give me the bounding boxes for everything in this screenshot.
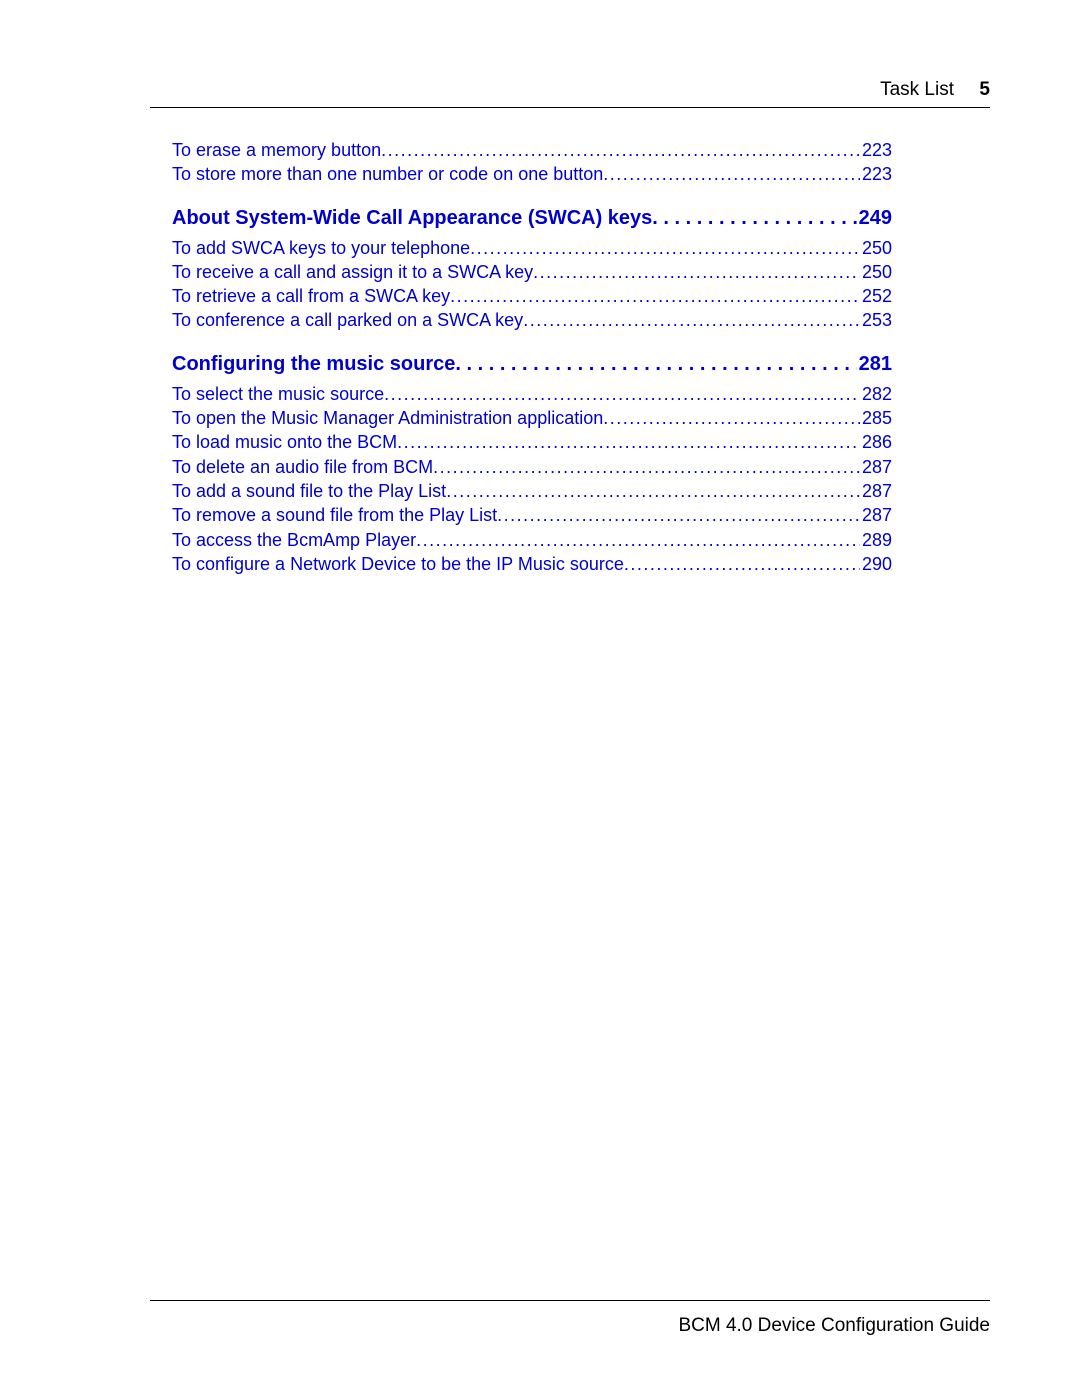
toc-entry-title: To add a sound file to the Play List [172, 479, 446, 503]
toc-leader-dots [384, 382, 860, 406]
toc-entry-title: To select the music source [172, 382, 384, 406]
toc-entry-title: To remove a sound file from the Play Lis… [172, 503, 497, 527]
toc-entry-title: To access the BcmAmp Player [172, 528, 416, 552]
toc-entry-title: To delete an audio file from BCM [172, 455, 433, 479]
toc-leader-dots [523, 308, 860, 332]
toc-entry[interactable]: To add SWCA keys to your telephone 250 [172, 236, 892, 260]
toc-entry-page: 287 [860, 455, 892, 479]
toc-entry-page: 253 [860, 308, 892, 332]
toc-leader-dots [652, 205, 856, 232]
toc-entry-title: To load music onto the BCM [172, 430, 397, 454]
toc-entry[interactable]: To receive a call and assign it to a SWC… [172, 260, 892, 284]
toc-leader-dots [455, 351, 856, 378]
toc-leader-dots [497, 503, 860, 527]
toc-entry[interactable]: To delete an audio file from BCM 287 [172, 455, 892, 479]
toc-entry-title: To configure a Network Device to be the … [172, 552, 624, 576]
toc-entry-page: 286 [860, 430, 892, 454]
toc-entry-title: To retrieve a call from a SWCA key [172, 284, 450, 308]
toc-entry[interactable]: To erase a memory button 223 [172, 138, 892, 162]
toc-entry-page: 252 [860, 284, 892, 308]
toc-entry[interactable]: To configure a Network Device to be the … [172, 552, 892, 576]
toc-entry-page: 285 [860, 406, 892, 430]
page-footer: BCM 4.0 Device Configuration Guide [150, 1300, 990, 1337]
toc-leader-dots [603, 162, 860, 186]
toc-entry-title: To store more than one number or code on… [172, 162, 603, 186]
toc-leader-dots [416, 528, 860, 552]
toc-entry[interactable]: To store more than one number or code on… [172, 162, 892, 186]
toc-entry-page: 282 [860, 382, 892, 406]
toc-entry-page: 249 [857, 205, 892, 232]
toc-leader-dots [603, 406, 860, 430]
toc-entry-title: To erase a memory button [172, 138, 381, 162]
toc-entry[interactable]: To access the BcmAmp Player 289 [172, 528, 892, 552]
toc-leader-dots [533, 260, 860, 284]
toc-entry-title: About System-Wide Call Appearance (SWCA)… [172, 205, 652, 232]
header-section-label: Task List [880, 79, 954, 101]
toc-entry[interactable]: To retrieve a call from a SWCA key 252 [172, 284, 892, 308]
footer-text: BCM 4.0 Device Configuration Guide [678, 1315, 990, 1336]
toc-section-heading[interactable]: About System-Wide Call Appearance (SWCA)… [172, 205, 892, 232]
toc-entry-title: To conference a call parked on a SWCA ke… [172, 308, 523, 332]
toc-entry[interactable]: To select the music source 282 [172, 382, 892, 406]
toc-leader-dots [381, 138, 860, 162]
toc-entry[interactable]: To conference a call parked on a SWCA ke… [172, 308, 892, 332]
toc-entry[interactable]: To open the Music Manager Administration… [172, 406, 892, 430]
toc-entry-title: To open the Music Manager Administration… [172, 406, 603, 430]
toc-leader-dots [450, 284, 860, 308]
page-header: Task List 5 [150, 80, 990, 108]
toc-leader-dots [470, 236, 860, 260]
toc-leader-dots [446, 479, 860, 503]
table-of-contents: To erase a memory button 223To store mor… [172, 138, 892, 576]
toc-entry-page: 250 [860, 260, 892, 284]
toc-entry-title: Configuring the music source [172, 351, 455, 378]
toc-leader-dots [624, 552, 860, 576]
toc-entry[interactable]: To add a sound file to the Play List 287 [172, 479, 892, 503]
toc-entry-page: 287 [860, 479, 892, 503]
header-page-number: 5 [979, 79, 990, 101]
toc-entry-page: 281 [857, 351, 892, 378]
toc-entry-page: 223 [860, 138, 892, 162]
toc-entry-page: 290 [860, 552, 892, 576]
page: Task List 5 To erase a memory button 223… [0, 0, 1080, 1397]
toc-entry-page: 289 [860, 528, 892, 552]
toc-entry-title: To add SWCA keys to your telephone [172, 236, 470, 260]
toc-entry[interactable]: To load music onto the BCM 286 [172, 430, 892, 454]
toc-entry[interactable]: To remove a sound file from the Play Lis… [172, 503, 892, 527]
toc-entry-title: To receive a call and assign it to a SWC… [172, 260, 533, 284]
toc-section-heading[interactable]: Configuring the music source 281 [172, 351, 892, 378]
toc-entry-page: 223 [860, 162, 892, 186]
toc-leader-dots [397, 430, 860, 454]
toc-entry-page: 287 [860, 503, 892, 527]
toc-entry-page: 250 [860, 236, 892, 260]
toc-leader-dots [433, 455, 860, 479]
